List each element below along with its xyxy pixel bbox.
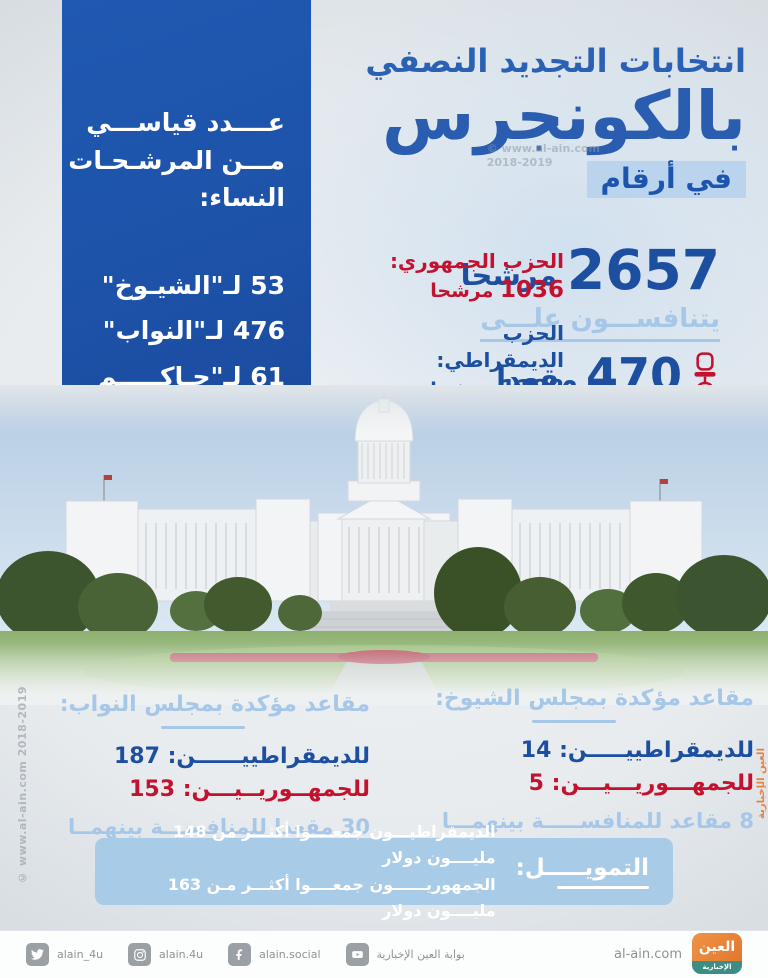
footer-bar: alain_4u alain.4u alain.social بوابة الع… [0,930,768,978]
copyright-watermark-left: © www.al-ain.com 2018-2019 [16,686,29,884]
alain-logo-top-text: العين [692,932,742,961]
capitol-photo [0,385,768,705]
women-box-heading-line: النساء: [199,183,285,212]
women-box-heading-line: مـــن المرشـحـات [68,145,285,175]
youtube-handle: بوابة العين الإخبارية [376,948,465,961]
twitter-handle: alain_4u [57,948,104,961]
house-republicans-row: للجمهــوريــيـــن: 153 [36,777,370,802]
facebook-icon[interactable] [228,943,252,966]
youtube-social-item: بوابة العين الإخبارية [345,943,465,966]
house-seats-column: مقاعد مؤكدة بمجلس النواب: للديمقراطييـــ… [36,692,370,839]
site-url: al-ain.com [614,947,682,962]
party-name: الحزب الجمهوري: [389,249,564,273]
senate-republicans-row: للجمهـــوريـــيـــن: 5 [394,771,754,796]
party-count-word: مرشحا [430,280,494,302]
house-seats-header: مقاعد مؤكدة بمجلس النواب: [59,692,370,717]
title-line-3-highlight: في أرقام [586,160,746,198]
copyright-watermark-top: © www.al-ain.com 2018-2019 [486,142,600,170]
total-candidates-number: 2657 [566,238,720,302]
page-title: انتخابات التجديد النصفي بالكونجرس في أرق… [365,42,746,198]
candidates-total-block: 2657 مرشحا يتنافســـون علـــى 470 مقعدا [461,243,720,398]
capitol-building [65,492,703,602]
house-democrats-row: للديمقراطييــــــن: 187 [36,744,370,769]
senate-seats-header: مقاعد مؤكدة بمجلس الشيوخ: [435,686,754,711]
republican-party-item: الحزب الجمهوري: 1036 مرشحا [388,248,564,303]
party-count: 1036 [499,277,564,303]
alain-logo[interactable]: العين الإخبارية [692,932,742,974]
funding-bar: التمويـــــل: الديمقراطيـــون جمعــــوا … [95,822,673,920]
party-name: الحزب الديمقراطي: [436,321,564,372]
instagram-icon[interactable] [128,943,152,966]
row-label: للديمقراطييــــــن: [167,744,370,769]
title-line-1: انتخابات التجديد النصفي [365,42,746,80]
funding-label: التمويـــــل: [516,855,649,889]
facebook-handle: alain.social [259,948,321,961]
brand-watermark-right: العين الإخبارية [756,748,767,819]
funding-republicans-line: الجمهوريــــــون جمعــــوا أكثـــر مـن 1… [167,874,496,920]
header-underline [161,726,245,729]
alain-logo-bottom-text: الإخبارية [692,960,742,974]
row-label: للجمهــوريــيـــن: [182,777,370,802]
house-contested-row: 30 مقعدا للمنافســـة بينهمــا [67,815,370,839]
youtube-icon[interactable] [345,943,369,966]
row-value: 153 [129,777,176,802]
header-underline [532,720,616,723]
facebook-social-item: alain.social [228,943,321,966]
twitter-icon[interactable] [26,943,49,966]
funding-label-underline [557,885,649,889]
competing-for-text: يتنافســـون علـــى [480,304,720,342]
funding-lines: الديمقراطيـــون جمعــــوا أكثـــر من 148… [111,819,496,925]
trees [0,547,768,643]
instagram-handle: alain.4u [159,948,204,961]
row-value: 187 [113,744,160,769]
title-line-2: بالكونجرس [381,77,746,155]
twitter-social-item: alain_4u [26,943,103,966]
row-label: للديمقراطييـــــن: [559,738,754,763]
women-box-heading-line: عــــدد قياســـي [86,108,285,137]
senate-seats-column: مقاعد مؤكدة بمجلس الشيوخ: للديمقراطييـــ… [394,686,754,833]
row-value: 14 [520,738,552,763]
total-candidates: 2657 مرشحا [461,243,720,298]
total-candidates-word: مرشحا [460,258,557,292]
row-label: للجمهـــوريـــيـــن: [551,771,754,796]
women-house-stat: 476 لـ"النواب" [102,316,285,345]
footer-brand-block: al-ain.com العين الإخبارية [614,932,742,974]
row-value: 5 [528,771,544,796]
funding-democrats-line: الديمقراطيـــون جمعــــوا أكثـــر من 148… [173,821,496,868]
senate-democrats-row: للديمقراطييـــــن: 14 [394,738,754,763]
women-senate-stat: 53 لـ"الشيـوخ" [101,270,285,300]
instagram-social-item: alain.4u [128,943,203,966]
women-candidates-box: عــــدد قياســـي مـــن المرشـحـات النساء… [62,0,311,438]
senate-contested-row: 8 مقاعد للمنافســـــة بينهمـــا [441,809,754,833]
